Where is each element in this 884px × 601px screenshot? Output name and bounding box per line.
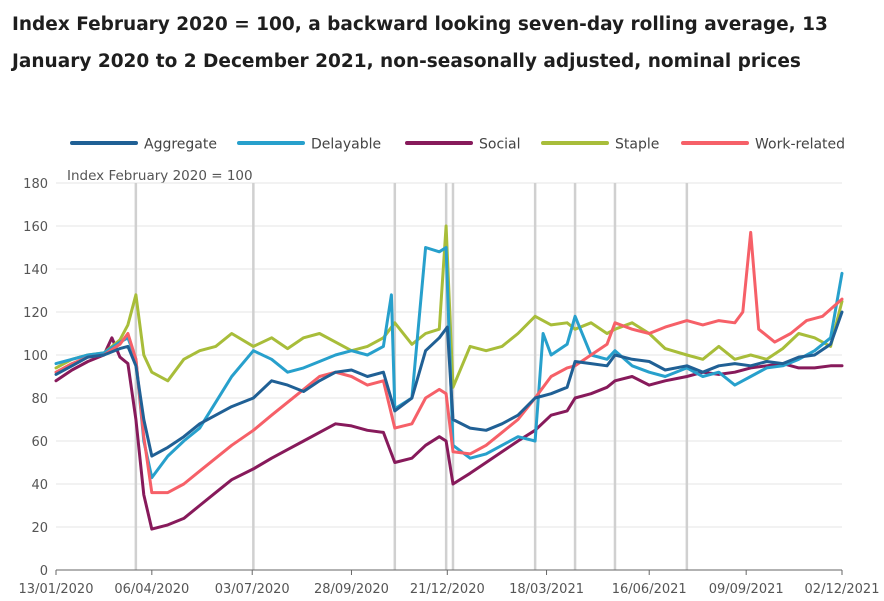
y-tick-label: 40 — [31, 478, 48, 493]
y-tick-label: 20 — [31, 521, 48, 536]
y-axis: 0 20 40 60 80 100 120 140 160 180 — [23, 177, 48, 579]
x-tick-label: 18/03/2021 — [509, 582, 584, 597]
x-tick-label: 06/04/2020 — [114, 582, 189, 597]
x-tick-label: 13/01/2020 — [19, 582, 94, 597]
series-lines — [54, 224, 844, 531]
y-axis-label: Index February 2020 = 100 — [67, 168, 253, 184]
y-tick-label: 0 — [40, 564, 48, 579]
x-tick-label: 16/06/2021 — [612, 582, 687, 597]
legend-item-aggregate: Aggregate — [70, 137, 217, 153]
chart-legend: Aggregate Delayable Social Staple Work-relat… — [70, 137, 845, 153]
legend-label: Aggregate — [144, 137, 217, 153]
y-tick-label: 140 — [23, 263, 48, 278]
legend-label: Staple — [615, 137, 659, 153]
series-line-delayable — [54, 246, 844, 480]
legend-item-delayable: Delayable — [237, 137, 381, 153]
chart-title: Index February 2020 = 100, a backward lo… — [12, 14, 828, 72]
x-tick-label: 28/09/2020 — [314, 582, 389, 597]
x-tick-label: 02/12/2021 — [805, 582, 880, 597]
legend-label: Social — [479, 137, 521, 153]
y-tick-label: 160 — [23, 220, 48, 235]
series-line-aggregate — [54, 310, 844, 458]
y-tick-label: 120 — [23, 306, 48, 321]
y-tick-label: 180 — [23, 177, 48, 192]
legend-item-work-related: Work-related — [681, 137, 845, 153]
series-line-work-related — [54, 230, 844, 495]
legend-item-staple: Staple — [541, 137, 659, 153]
legend-label: Delayable — [311, 137, 381, 153]
legend-label: Work-related — [755, 137, 845, 153]
event-lines — [134, 183, 689, 570]
x-tick-label: 03/07/2020 — [215, 582, 290, 597]
series-line-staple — [54, 224, 844, 389]
legend-item-social: Social — [405, 137, 521, 153]
x-tick-label: 21/12/2020 — [410, 582, 485, 597]
x-tick-label: 09/09/2021 — [709, 582, 784, 597]
y-tick-label: 80 — [31, 392, 48, 407]
x-axis: 13/01/2020 06/04/2020 03/07/2020 28/09/2020… — [19, 569, 880, 597]
y-tick-label: 100 — [23, 349, 48, 364]
y-tick-label: 60 — [31, 435, 48, 450]
